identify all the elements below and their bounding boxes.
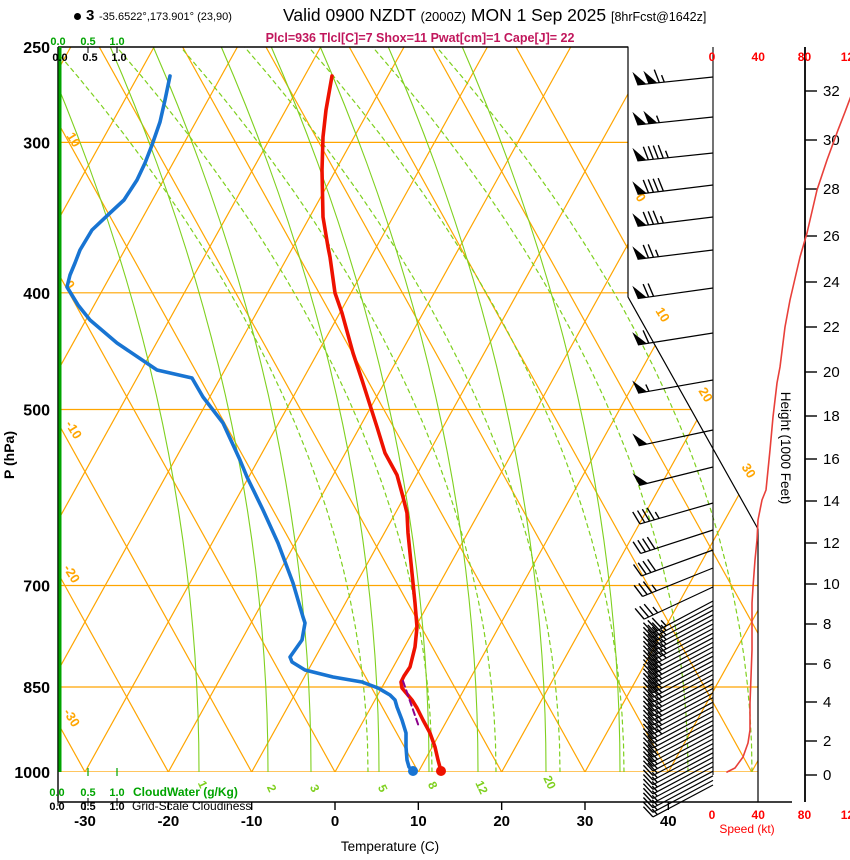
svg-text:2: 2 [264,782,280,794]
svg-text:28: 28 [823,181,840,198]
svg-text:500: 500 [23,403,50,420]
svg-text:Speed (kt): Speed (kt) [719,822,774,836]
valid-date: MON 1 Sep 2025 [466,5,611,25]
title-bar: 3 -35.6522°,173.901° (23,90) Valid 0900 … [0,4,850,26]
wind-barbs [632,69,714,818]
svg-text:-30: -30 [74,813,96,830]
svg-text:700: 700 [23,578,50,595]
svg-text:400: 400 [23,286,50,303]
svg-text:32: 32 [823,83,840,100]
svg-text:16: 16 [823,451,840,468]
svg-text:850: 850 [23,680,50,697]
valid-time: Valid 0900 NZDT [283,5,421,25]
svg-text:20: 20 [493,813,510,830]
svg-text:10: 10 [653,305,673,325]
svg-text:Height (1000 Feet): Height (1000 Feet) [778,392,793,505]
svg-text:0.0: 0.0 [49,787,64,799]
svg-text:5: 5 [375,782,391,794]
svg-text:40: 40 [752,808,766,822]
svg-text:18: 18 [823,408,840,425]
svg-text:0: 0 [709,808,716,822]
svg-text:-10: -10 [241,813,263,830]
svg-text:0.5: 0.5 [82,52,97,64]
svg-text:0.5: 0.5 [80,36,95,48]
svg-text:0.0: 0.0 [50,36,65,48]
svg-text:20: 20 [696,385,716,405]
zulu-time: (2000Z) [420,9,467,24]
svg-text:1.0: 1.0 [109,787,124,799]
svg-text:30: 30 [739,461,759,481]
stability-parameters: Plcl=936 Tlcl[C]=7 Shox=11 Pwat[cm]=1 Ca… [265,31,575,45]
svg-text:10: 10 [823,576,840,593]
station-id: 3 [86,7,95,24]
svg-text:0: 0 [823,767,831,784]
sounding-curves [65,74,850,776]
svg-text:20: 20 [823,364,840,381]
svg-text:20: 20 [540,773,558,791]
svg-text:14: 14 [823,493,840,510]
svg-text:40: 40 [660,813,677,830]
grid-green [58,47,753,772]
svg-text:0.0: 0.0 [49,801,64,813]
svg-text:22: 22 [823,319,840,336]
svg-text:6: 6 [823,656,831,673]
svg-text:0.5: 0.5 [80,787,95,799]
grid-orange [58,47,758,772]
svg-text:Grid-Scale Cloudiness: Grid-Scale Cloudiness [132,799,251,813]
svg-text:0.0: 0.0 [52,52,67,64]
svg-text:40: 40 [752,50,766,64]
svg-text:10: 10 [410,813,427,830]
svg-text:80: 80 [798,808,812,822]
svg-text:3: 3 [307,782,323,794]
svg-text:12: 12 [472,778,490,796]
svg-text:26: 26 [823,228,840,245]
svg-text:P (hPa): P (hPa) [1,431,17,479]
svg-text:1.0: 1.0 [109,36,124,48]
svg-text:120: 120 [841,50,850,64]
svg-text:0: 0 [331,813,339,830]
svg-text:CloudWater (g/Kg): CloudWater (g/Kg) [133,785,238,799]
svg-text:Temperature (C): Temperature (C) [341,839,439,854]
svg-text:4: 4 [823,694,831,711]
svg-text:24: 24 [823,274,840,291]
svg-text:250: 250 [23,40,50,57]
svg-text:12: 12 [823,535,840,552]
station-bullet-icon [74,13,81,20]
svg-text:8: 8 [823,616,831,633]
svg-text:0.5: 0.5 [80,801,95,813]
svg-text:-20: -20 [157,813,179,830]
svg-text:-30: -30 [60,706,83,730]
forecast-tag: [8hrFcst@1642z] [610,10,707,24]
station-coordinates: -35.6522°,173.901° (23,90) [99,11,232,23]
frame [57,46,817,810]
svg-text:1000: 1000 [14,765,50,782]
svg-text:80: 80 [798,50,812,64]
svg-text:120: 120 [841,808,850,822]
valid-time-title: Valid 0900 NZDT (2000Z) MON 1 Sep 2025 [… [283,5,706,26]
svg-text:300: 300 [23,135,50,152]
svg-text:1.0: 1.0 [109,801,124,813]
svg-text:0: 0 [709,50,716,64]
svg-text:1.0: 1.0 [111,52,126,64]
svg-text:10: 10 [64,130,84,150]
svg-text:2: 2 [823,733,831,750]
svg-text:30: 30 [577,813,594,830]
svg-text:8: 8 [425,779,441,791]
svg-text:-20: -20 [60,562,83,586]
